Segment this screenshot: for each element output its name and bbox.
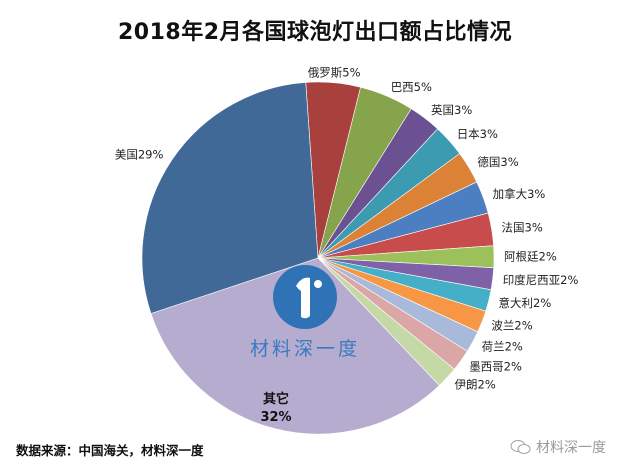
pie-labels: 俄罗斯5% 巴西5% 英国3% 日本3% 德国3% 加拿大3% 法国3% 阿根廷2% 印度尼西亚… (115, 66, 579, 425)
wechat-icon (510, 440, 531, 454)
slice-label-阿根廷: 阿根廷2% (504, 250, 557, 264)
slice-label-美国: 美国29% (115, 148, 164, 162)
slice-value-其它: 32% (260, 410, 291, 425)
slice-label-法国: 法国3% (502, 221, 543, 235)
slice-label-加拿大: 加拿大3% (493, 187, 546, 201)
slice-label-其它: 其它 (263, 391, 289, 407)
slice-label-巴西: 巴西5% (391, 80, 432, 94)
logo-text: 材料深一度 (250, 338, 360, 360)
chart-title: 2018年2月各国球泡灯出口额占比情况 (117, 20, 513, 45)
watermark: 材料深一度 (510, 437, 606, 457)
pie-slice-美国 (141, 82, 319, 314)
slice-label-德国: 德国3% (477, 155, 518, 169)
slice-label-伊朗: 伊朗2% (455, 377, 496, 391)
slice-label-日本: 日本3% (457, 127, 498, 141)
pie-slices (141, 81, 495, 435)
watermark-text: 材料深一度 (536, 440, 606, 456)
slice-label-英国: 英国3% (431, 103, 472, 117)
slice-label-俄罗斯: 俄罗斯5% (308, 66, 361, 80)
slice-label-印度尼西亚: 印度尼西亚2% (503, 273, 579, 287)
logo-dot (314, 280, 322, 288)
brand-logo: 材料深一度 (250, 265, 360, 360)
slice-label-墨西哥: 墨西哥2% (469, 359, 522, 373)
slice-label-荷兰: 荷兰2% (482, 340, 523, 354)
slice-label-意大利: 意大利2% (499, 296, 552, 310)
slice-label-波兰: 波兰2% (491, 318, 532, 332)
pie-slice-其它 (150, 257, 440, 435)
data-source-note: 数据来源：中国海关，材料深一度 (16, 443, 204, 458)
logo-glyph (296, 277, 310, 319)
